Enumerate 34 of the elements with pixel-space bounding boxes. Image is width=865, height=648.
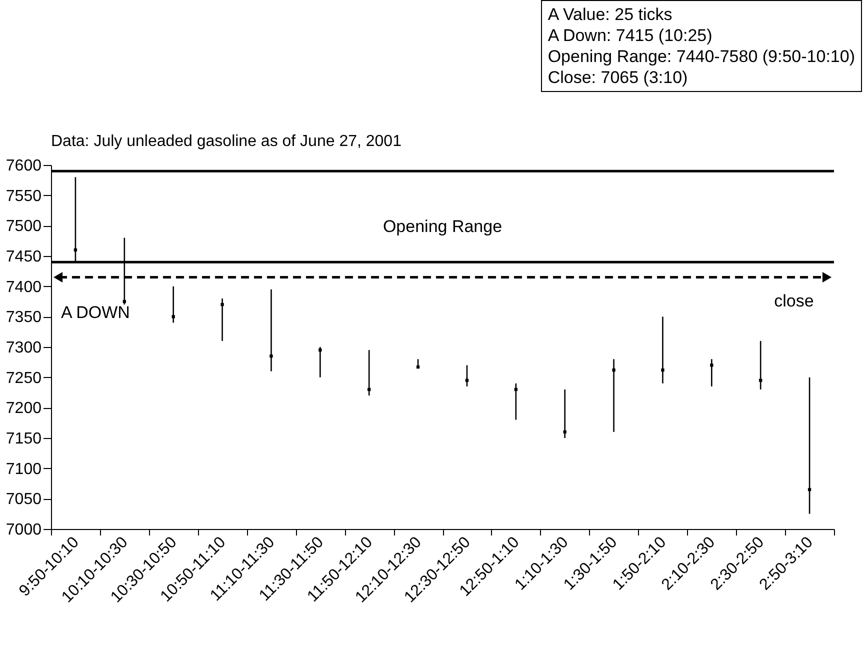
y-tick-label: 7450 <box>6 248 42 266</box>
text-box: A Value: 25 ticks A Down: 7415 (10:25) Opening Range: 7440-7580 (9:50-10:10) Close: 7065 (3:10) <box>540 0 862 92</box>
point <box>563 430 566 434</box>
y-tick-label: 7050 <box>6 491 42 508</box>
point <box>759 378 762 382</box>
point <box>270 354 273 358</box>
point <box>416 365 420 369</box>
y-tick-label: 7600 <box>6 158 42 174</box>
point <box>318 348 322 352</box>
point <box>661 368 664 372</box>
point <box>122 300 126 304</box>
y-tick-label: 7200 <box>6 400 42 418</box>
point <box>74 248 78 252</box>
y-tick-label: 7350 <box>6 309 42 326</box>
point <box>808 488 812 492</box>
annotation: close <box>774 292 814 311</box>
y-tick-label: 7300 <box>6 340 42 356</box>
point <box>514 388 518 392</box>
chart-title: Data: July unleaded gasoline as of June 27, 2001 <box>51 133 402 150</box>
y-tick-label: 7100 <box>6 460 42 478</box>
y-tick-label: 7550 <box>6 188 42 205</box>
y-tick-label: 7400 <box>6 278 42 296</box>
point <box>368 388 371 392</box>
ref-line-label: Opening Range <box>382 217 502 236</box>
point <box>220 302 224 306</box>
point <box>710 364 714 367</box>
y-tick-label: 7000 <box>6 522 42 538</box>
y-tick-label: 7150 <box>6 430 42 448</box>
point <box>612 368 616 372</box>
point <box>465 378 469 382</box>
y-tick-label: 7500 <box>6 218 42 236</box>
point <box>172 315 175 318</box>
ref-line-label: A DOWN <box>61 303 130 322</box>
y-tick-label: 7250 <box>6 370 42 387</box>
